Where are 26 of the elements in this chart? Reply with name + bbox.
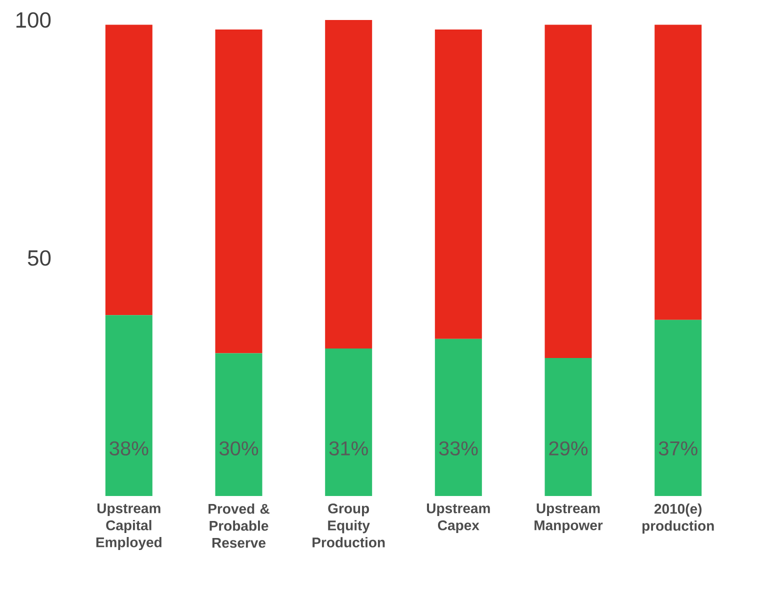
y-tick-label: 100 — [16, 12, 51, 28]
y-tick-label: 50 — [28, 250, 51, 266]
x-tick-label: Group Equity Production — [312, 504, 385, 548]
bar — [105, 24, 152, 316]
data-label: 37% — [658, 441, 698, 456]
data-label: 33% — [439, 441, 478, 456]
x-tick-label: Proved & Probable Reserve — [208, 504, 270, 548]
bar — [434, 30, 482, 339]
data-label: 29% — [549, 441, 588, 456]
x-tick-label: Upstream Capital Employed — [96, 504, 162, 550]
data-label: 30% — [219, 441, 258, 456]
x-tick-label: Upstream Manpower — [534, 504, 603, 534]
x-tick-label: Upstream Capex — [426, 504, 490, 534]
bar — [105, 315, 152, 496]
bar — [434, 338, 482, 496]
bar — [544, 24, 592, 358]
bar — [544, 358, 592, 496]
bar — [215, 353, 262, 496]
bar — [654, 320, 702, 496]
data-label: 38% — [110, 441, 148, 456]
bar — [325, 348, 372, 496]
bar — [215, 30, 262, 354]
bar — [325, 20, 372, 348]
x-tick-label: 2010(e) production — [642, 504, 714, 534]
bar — [654, 24, 702, 320]
data-label: 31% — [329, 441, 368, 456]
